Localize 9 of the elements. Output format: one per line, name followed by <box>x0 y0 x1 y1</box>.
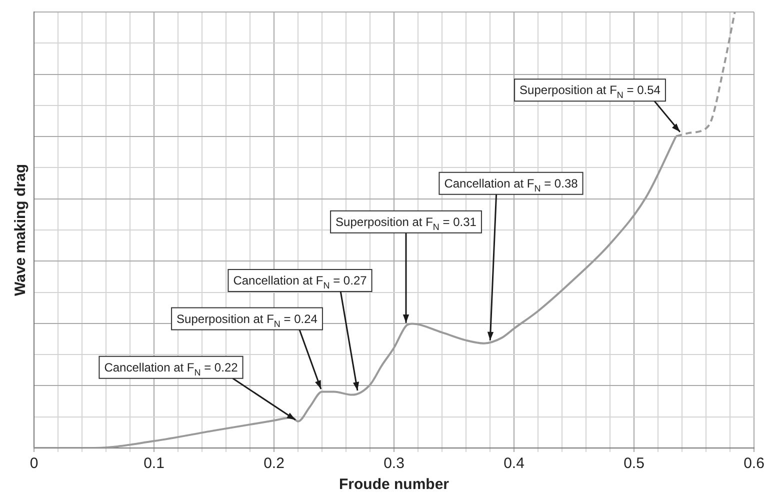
x-tick-label: 0.5 <box>624 455 644 472</box>
x-tick-label: 0.1 <box>144 455 164 472</box>
x-tick-label: 0.2 <box>264 455 284 472</box>
x-tick-label: 0.4 <box>504 455 524 472</box>
x-tick-label: 0.6 <box>744 455 764 472</box>
x-tick-label: 0 <box>30 455 38 472</box>
y-axis-title: Wave making drag <box>12 164 30 296</box>
x-tick-label: 0.3 <box>384 455 404 472</box>
x-axis-title: Froude number <box>338 476 450 494</box>
